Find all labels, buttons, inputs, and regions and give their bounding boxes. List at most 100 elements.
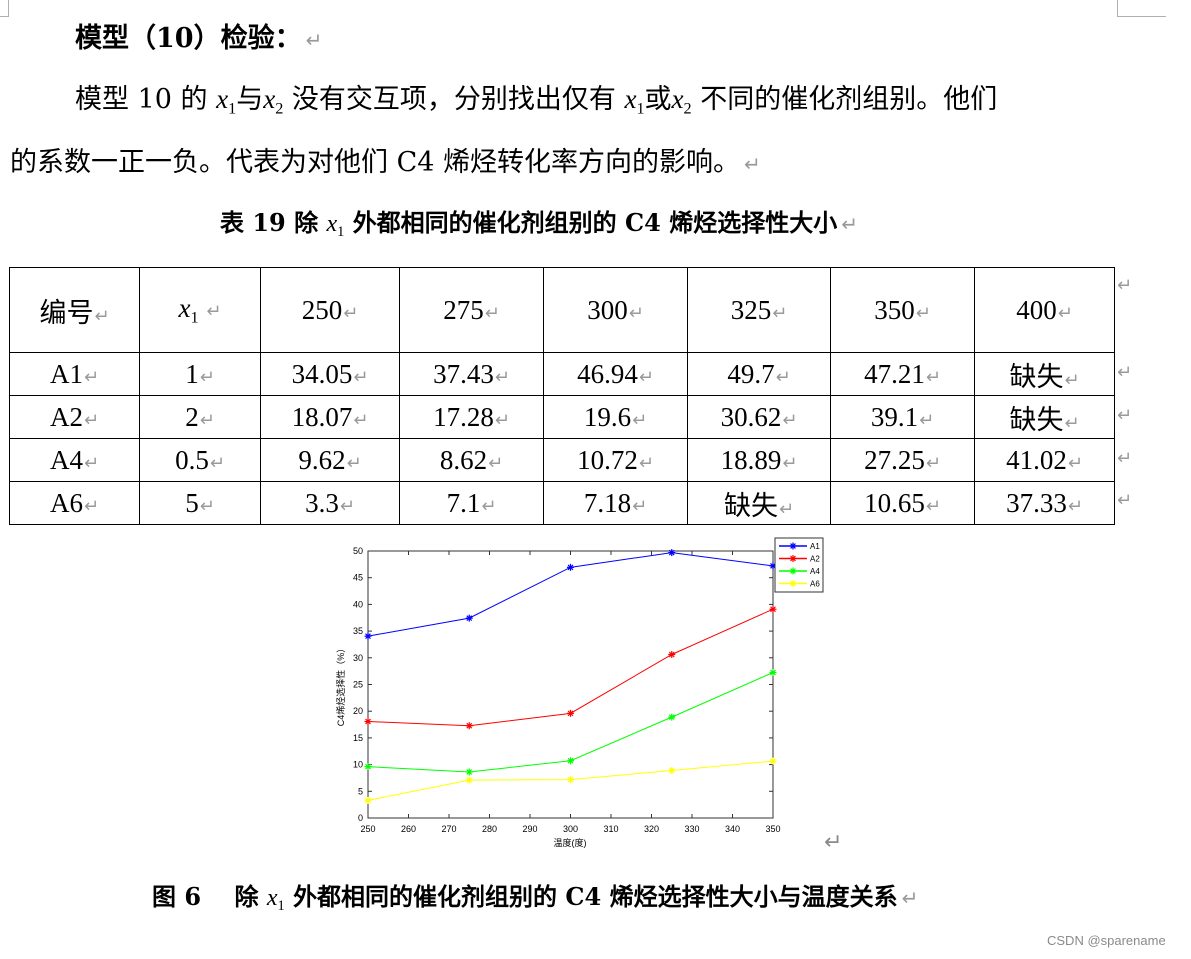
text: 没有交互项，分别找出仅有 xyxy=(291,84,616,115)
variable-x1: x1 xyxy=(216,84,237,118)
paragraph-mark-icon: ↵ xyxy=(305,28,323,52)
variable-x2: x2 xyxy=(671,84,692,118)
caption-text: 外都相同的催化剂组别的 C4 烯烃选择性大小 xyxy=(352,208,838,237)
table-row: A4↵ 0.5↵ 9.62↵ 8.62↵ 10.72↵ 18.89↵ 27.25… xyxy=(9,438,1115,482)
svg-text:35: 35 xyxy=(353,626,363,636)
text: 模型 10 的 xyxy=(75,84,208,115)
table-cell[interactable]: 10.72↵ xyxy=(543,438,688,482)
page-corner-marker-left xyxy=(0,0,9,17)
svg-text:A6: A6 xyxy=(810,580,820,589)
table-cell[interactable]: A1↵ xyxy=(9,352,140,396)
svg-text:350: 350 xyxy=(765,824,780,834)
table-cell[interactable]: A6↵ xyxy=(9,481,140,525)
paragraph-mark-icon: ↵ xyxy=(841,212,858,236)
table-cell[interactable]: 27.25↵ xyxy=(830,438,975,482)
header-cell-400[interactable]: 400↵ xyxy=(974,267,1115,353)
table-cell[interactable]: 缺失↵ xyxy=(974,395,1115,439)
svg-text:300: 300 xyxy=(563,824,578,834)
header-cell-350[interactable]: 350↵ xyxy=(830,267,975,353)
svg-text:10: 10 xyxy=(353,760,363,770)
row-end-mark-icon: ↵ xyxy=(1117,362,1133,383)
table-cell[interactable]: 37.33↵ xyxy=(974,481,1115,525)
table-cell[interactable]: 9.62↵ xyxy=(260,438,400,482)
body-paragraph-line-2: 的系数一正一负。代表为对他们 C4 烯烃转化率方向的影响。 ↵ xyxy=(10,146,761,181)
caption-text: 表 19 除 xyxy=(220,208,319,237)
table-row: A1↵ 1↵ 34.05↵ 37.43↵ 46.94↵ 49.7↵ 47.21↵… xyxy=(9,352,1115,396)
watermark: CSDN @sparename xyxy=(1047,933,1166,948)
table-cell[interactable]: 37.43↵ xyxy=(399,352,544,396)
header-cell-275[interactable]: 275↵ xyxy=(399,267,544,353)
variable-x1: x1 xyxy=(624,84,645,118)
table-cell[interactable]: 8.62↵ xyxy=(399,438,544,482)
svg-text:30: 30 xyxy=(353,653,363,663)
chart-axes: 250 260 270 280 290 300 310 320 330 340 350 0 5 10 15 2… xyxy=(353,546,781,834)
table-cell[interactable]: 缺失↵ xyxy=(974,352,1115,396)
svg-text:40: 40 xyxy=(353,599,363,609)
svg-text:340: 340 xyxy=(725,824,740,834)
table-cell[interactable]: 39.1↵ xyxy=(830,395,975,439)
text: 或 xyxy=(644,84,672,115)
svg-text:330: 330 xyxy=(684,824,699,834)
table-cell[interactable]: 34.05↵ xyxy=(260,352,400,396)
table-cell[interactable]: 17.28↵ xyxy=(399,395,544,439)
header-cell-325[interactable]: 325↵ xyxy=(687,267,831,353)
table-cell[interactable]: 7.1↵ xyxy=(399,481,544,525)
table-cell[interactable]: 0.5↵ xyxy=(139,438,261,482)
table-cell[interactable]: 1↵ xyxy=(139,352,261,396)
table-row: A2↵ 2↵ 18.07↵ 17.28↵ 19.6↵ 30.62↵ 39.1↵ … xyxy=(9,395,1115,439)
text: 的系数一正一负。代表为对他们 C4 烯烃转化率方向的影响。 xyxy=(10,147,741,178)
table-cell[interactable]: 47.21↵ xyxy=(830,352,975,396)
header-cell-x1[interactable]: x1 ↵ xyxy=(139,267,261,353)
x-axis-label: 温度(度) xyxy=(554,837,587,848)
svg-text:320: 320 xyxy=(644,824,659,834)
table-cell[interactable]: A2↵ xyxy=(9,395,140,439)
header-cell-300[interactable]: 300↵ xyxy=(543,267,688,353)
chart-series xyxy=(364,549,777,804)
text: 与 xyxy=(236,84,264,115)
table-cell[interactable]: 10.65↵ xyxy=(830,481,975,525)
row-end-mark-icon: ↵ xyxy=(1117,275,1133,296)
svg-text:45: 45 xyxy=(353,573,363,583)
table-cell[interactable]: 5↵ xyxy=(139,481,261,525)
svg-text:290: 290 xyxy=(522,824,537,834)
table-cell[interactable]: 30.62↵ xyxy=(687,395,831,439)
table-cell[interactable]: 3.3↵ xyxy=(260,481,400,525)
paragraph-mark-icon: ↵ xyxy=(824,830,843,855)
text: 不同的催化剂组别。他们 xyxy=(700,84,998,115)
paragraph-mark-icon: ↵ xyxy=(901,886,919,910)
selectivity-table: 编号↵ x1 ↵ 250↵ 275↵ 300↵ 325↵ 350↵ 400↵ A… xyxy=(9,267,1115,525)
caption-text: 图 6 除 xyxy=(152,882,259,911)
page-corner-marker-right xyxy=(1117,0,1166,17)
svg-text:0: 0 xyxy=(358,813,363,823)
section-heading: 模型（10）检验： ↵ xyxy=(75,22,322,57)
paragraph-mark-icon: ↵ xyxy=(744,152,761,176)
header-cell-250[interactable]: 250↵ xyxy=(260,267,400,353)
table-cell[interactable]: 49.7↵ xyxy=(687,352,831,396)
table-cell[interactable]: 46.94↵ xyxy=(543,352,688,396)
table-cell[interactable]: A4↵ xyxy=(9,438,140,482)
svg-text:310: 310 xyxy=(603,824,618,834)
table-cell[interactable]: 2↵ xyxy=(139,395,261,439)
table-cell[interactable]: 18.07↵ xyxy=(260,395,400,439)
heading-text: 模型（10）检验： xyxy=(75,23,302,54)
svg-text:50: 50 xyxy=(353,546,363,556)
table-cell[interactable]: 41.02↵ xyxy=(974,438,1115,482)
table-cell[interactable]: 7.18↵ xyxy=(543,481,688,525)
body-paragraph-line-1: 模型 10 的 x1与x2 没有交互项，分别找出仅有 x1或x2 不同的催化剂组… xyxy=(75,82,997,126)
table-header-row: 编号↵ x1 ↵ 250↵ 275↵ 300↵ 325↵ 350↵ 400↵ xyxy=(9,267,1115,353)
table-cell[interactable]: 18.89↵ xyxy=(687,438,831,482)
table-caption: 表 19 除 x1 外都相同的催化剂组别的 C4 烯烃选择性大小 ↵ xyxy=(220,208,858,247)
svg-text:A4: A4 xyxy=(810,567,820,576)
svg-text:5: 5 xyxy=(358,786,363,796)
caption-text: 外都相同的催化剂组别的 C4 烯烃选择性大小与温度关系 xyxy=(293,882,898,911)
variable-x2: x2 xyxy=(263,84,284,118)
row-end-mark-icon: ↵ xyxy=(1117,490,1133,511)
y-axis-label: C4烯烃选择性（%） xyxy=(335,644,346,727)
header-cell-id[interactable]: 编号↵ xyxy=(9,267,140,353)
table-cell[interactable]: 缺失↵ xyxy=(687,481,831,525)
svg-text:A1: A1 xyxy=(810,542,820,551)
svg-text:250: 250 xyxy=(360,824,375,834)
chart-legend: A1 A2 A4 A6 xyxy=(774,537,824,593)
table-cell[interactable]: 19.6↵ xyxy=(543,395,688,439)
svg-text:15: 15 xyxy=(353,733,363,743)
